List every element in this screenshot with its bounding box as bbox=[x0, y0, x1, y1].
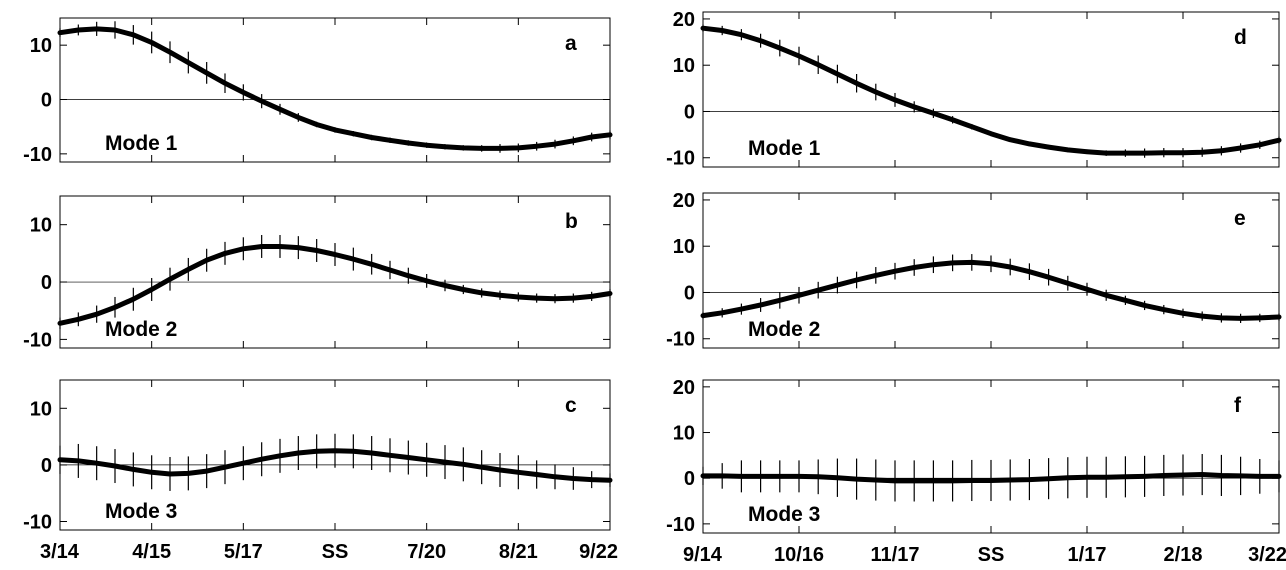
mode-label: Mode 2 bbox=[105, 318, 177, 341]
y-tick-label: 0 bbox=[41, 455, 52, 477]
panel-c: -10 0 10 3/14 4/15 5/17 SS 7/20 8/21 9/22 c Mode 3 bbox=[23, 379, 618, 563]
x-tick-label: 10/16 bbox=[774, 544, 824, 566]
panel-letter: b bbox=[565, 210, 578, 233]
y-tick-label: 10 bbox=[30, 215, 52, 237]
x-tick-label: 8/21 bbox=[499, 541, 538, 563]
panel-f: -10 0 10 20 9/14 10/16 11/17 SS 1/17 2/18 3/22 f Mod… bbox=[666, 377, 1286, 566]
series-line bbox=[700, 25, 1282, 156]
mode-label: Mode 3 bbox=[105, 500, 177, 523]
x-tick-label: SS bbox=[322, 541, 349, 563]
panel-letter: a bbox=[565, 32, 577, 55]
panel-b: -10 0 10 b Mode 2 bbox=[23, 195, 613, 351]
y-tick-label: 0 bbox=[41, 90, 52, 112]
series-line bbox=[700, 472, 1282, 484]
y-tick-label: 0 bbox=[684, 282, 695, 304]
x-tick-label: 4/15 bbox=[132, 541, 171, 563]
y-tick-label: 20 bbox=[673, 190, 695, 212]
y-tick-label: -10 bbox=[23, 329, 52, 351]
panel-letter: d bbox=[1234, 26, 1247, 49]
panel-letter: f bbox=[1234, 394, 1242, 417]
panel-a: -10 0 10 a Mode 1 bbox=[23, 17, 613, 166]
x-tick-label: 5/17 bbox=[224, 541, 263, 563]
y-tick-label: -10 bbox=[666, 514, 695, 536]
y-tick-label: 0 bbox=[684, 468, 695, 490]
y-tick-label: 0 bbox=[684, 101, 695, 123]
x-tick-label: 1/17 bbox=[1068, 544, 1107, 566]
panel-e: -10 0 10 20 e Mode 2 bbox=[666, 190, 1282, 351]
mode-label: Mode 2 bbox=[748, 318, 820, 341]
y-tick-label: 10 bbox=[30, 398, 52, 420]
y-tick-label: 10 bbox=[30, 35, 52, 57]
x-tick-label: 9/14 bbox=[683, 544, 723, 566]
panel-d: -10 0 10 20 d Mode 1 bbox=[666, 9, 1282, 170]
x-tick-label: 7/20 bbox=[407, 541, 446, 563]
y-tick-label: 10 bbox=[673, 236, 695, 258]
panel-letter: e bbox=[1234, 207, 1246, 230]
y-tick-label: -10 bbox=[666, 329, 695, 351]
mode-label: Mode 3 bbox=[748, 503, 820, 526]
series-line bbox=[57, 244, 613, 326]
x-tick-label: 2/18 bbox=[1164, 544, 1203, 566]
x-tick-label: 3/22 bbox=[1248, 544, 1286, 566]
y-tick-label: -10 bbox=[666, 148, 695, 170]
x-tick-label: SS bbox=[978, 544, 1005, 566]
y-tick-label: 20 bbox=[673, 377, 695, 399]
x-tick-label: 11/17 bbox=[871, 544, 920, 566]
y-tick-label: 20 bbox=[673, 9, 695, 31]
y-tick-label: 10 bbox=[673, 55, 695, 77]
series-line bbox=[700, 259, 1282, 321]
y-tick-label: -10 bbox=[23, 512, 52, 534]
panel-letter: c bbox=[565, 394, 577, 417]
series-line bbox=[57, 448, 613, 483]
x-tick-label: 9/22 bbox=[579, 541, 618, 563]
series-line bbox=[57, 26, 613, 151]
y-tick-label: 10 bbox=[673, 423, 695, 445]
mode-label: Mode 1 bbox=[748, 137, 821, 160]
y-tick-label: -10 bbox=[23, 144, 52, 166]
y-tick-label: 0 bbox=[41, 272, 52, 294]
x-tick-label: 3/14 bbox=[40, 541, 80, 563]
mode-label: Mode 1 bbox=[105, 132, 178, 155]
